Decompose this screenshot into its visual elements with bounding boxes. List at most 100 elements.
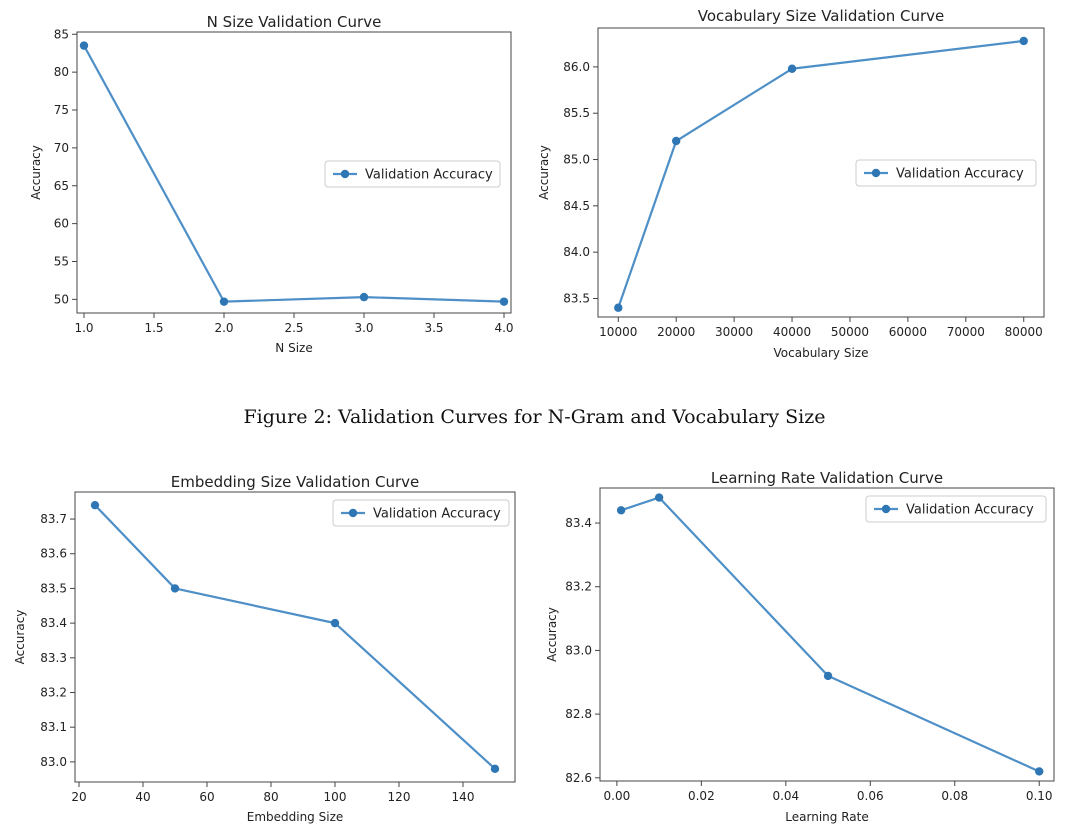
data-point [359, 292, 369, 302]
x-tick-label: 40000 [773, 325, 811, 339]
data-point [499, 297, 509, 306]
y-tick-label: 75 [54, 103, 69, 117]
x-tick-label: 0.00 [604, 789, 631, 803]
legend: Validation Accuracy [865, 495, 1047, 523]
data-point [90, 500, 100, 510]
x-tick-label: 60000 [889, 325, 927, 339]
legend-marker-swatch [871, 168, 881, 178]
y-tick-label: 70 [54, 141, 69, 155]
data-point [170, 584, 180, 593]
y-axis-label: Accuracy [545, 607, 559, 662]
chart-3: Embedding Size Validation Curve Embedding… [13, 473, 516, 824]
x-tick-label: 120 [388, 790, 411, 804]
x-axis-label: Embedding Size [247, 810, 344, 824]
data-point [219, 297, 229, 306]
x-tick-label: 3.0 [354, 321, 373, 335]
y-tick-label: 50 [54, 292, 69, 306]
x-tick-label: 140 [452, 790, 475, 804]
chart-4: Learning Rate Validation Curve Learning R… [545, 469, 1055, 824]
y-tick-label: 83.7 [40, 512, 67, 526]
legend-box [324, 160, 501, 188]
y-tick-label: 60 [54, 217, 69, 231]
legend-label: Validation Accuracy [365, 168, 493, 183]
x-tick-label: 20000 [657, 325, 695, 339]
y-tick-label: 85.0 [563, 153, 590, 167]
series-line [617, 39, 1024, 309]
legend: Validation Accuracy [855, 159, 1037, 187]
data-point [614, 303, 623, 312]
y-tick-label: 83.2 [40, 686, 67, 700]
y-tick-label: 83.5 [40, 581, 67, 595]
x-tick-label: 3.5 [424, 321, 443, 335]
data-point [330, 618, 340, 628]
x-tick-label: 50000 [831, 325, 869, 339]
y-axis-label: Accuracy [13, 610, 27, 665]
chart-title: Learning Rate Validation Curve [711, 469, 943, 487]
y-tick-label: 85 [54, 27, 69, 41]
x-tick-label: 0.06 [857, 789, 884, 803]
x-tick-label: 80000 [1005, 325, 1043, 339]
x-tick-label: 2.5 [284, 321, 303, 335]
plot-frame [74, 491, 516, 783]
y-tick-label: 86.0 [563, 60, 590, 74]
legend-marker-swatch [340, 169, 350, 179]
y-tick-label: 83.5 [563, 291, 590, 305]
chart-title: Embedding Size Validation Curve [171, 473, 420, 491]
legend: Validation Accuracy [324, 160, 501, 188]
y-axis-label: Accuracy [537, 145, 551, 200]
y-tick-label: 84.0 [563, 245, 590, 259]
x-tick-label: 0.04 [772, 789, 799, 803]
y-tick-label: 82.8 [565, 707, 592, 721]
x-axis-label: N Size [275, 341, 312, 355]
y-tick-label: 83.2 [565, 580, 592, 594]
x-tick-label: 80 [263, 790, 278, 804]
legend-box [855, 159, 1037, 187]
legend-marker-swatch [348, 508, 358, 518]
data-point [1035, 767, 1044, 776]
x-tick-label: 10000 [599, 325, 637, 339]
data-point [823, 671, 833, 681]
data-point [654, 493, 664, 502]
chart-title: N Size Validation Curve [207, 13, 382, 31]
legend-box [332, 499, 510, 527]
data-point [671, 136, 681, 146]
chart-title: Vocabulary Size Validation Curve [698, 7, 945, 25]
y-tick-label: 85.5 [563, 106, 590, 120]
x-tick-label: 0.10 [1026, 789, 1053, 803]
x-tick-label: 70000 [947, 325, 985, 339]
y-tick-label: 55 [54, 254, 69, 268]
data-point [1019, 36, 1028, 46]
data-point [79, 41, 89, 50]
x-tick-label: 40 [135, 790, 150, 804]
y-tick-label: 65 [54, 179, 69, 193]
x-axis-label: Learning Rate [785, 810, 868, 824]
data-point [490, 764, 500, 774]
y-tick-label: 83.0 [565, 643, 592, 657]
x-axis-label: Vocabulary Size [774, 346, 869, 360]
plot-frame [599, 487, 1055, 782]
x-tick-label: 100 [324, 790, 347, 804]
y-tick-label: 83.0 [40, 755, 67, 769]
x-tick-label: 60 [199, 790, 214, 804]
x-tick-label: 1.5 [144, 321, 163, 335]
legend-label: Validation Accuracy [896, 167, 1024, 182]
y-tick-label: 83.3 [40, 651, 67, 665]
legend-box [865, 495, 1047, 523]
legend-marker-swatch [881, 504, 891, 514]
x-tick-label: 2.0 [214, 321, 233, 335]
y-tick-label: 83.4 [40, 616, 67, 630]
y-tick-label: 83.4 [565, 516, 592, 530]
y-tick-label: 84.5 [563, 199, 590, 213]
y-tick-label: 80 [54, 65, 69, 79]
x-tick-label: 30000 [715, 325, 753, 339]
y-tick-label: 83.1 [40, 720, 67, 734]
legend-label: Validation Accuracy [373, 507, 501, 522]
series-line [94, 504, 496, 770]
series-line [620, 496, 1040, 773]
data-point [787, 64, 797, 73]
y-axis-label: Accuracy [29, 145, 43, 200]
figure-caption: Figure 2: Validation Curves for N-Gram a… [243, 406, 826, 428]
legend: Validation Accuracy [332, 499, 510, 527]
x-tick-label: 0.08 [941, 789, 968, 803]
